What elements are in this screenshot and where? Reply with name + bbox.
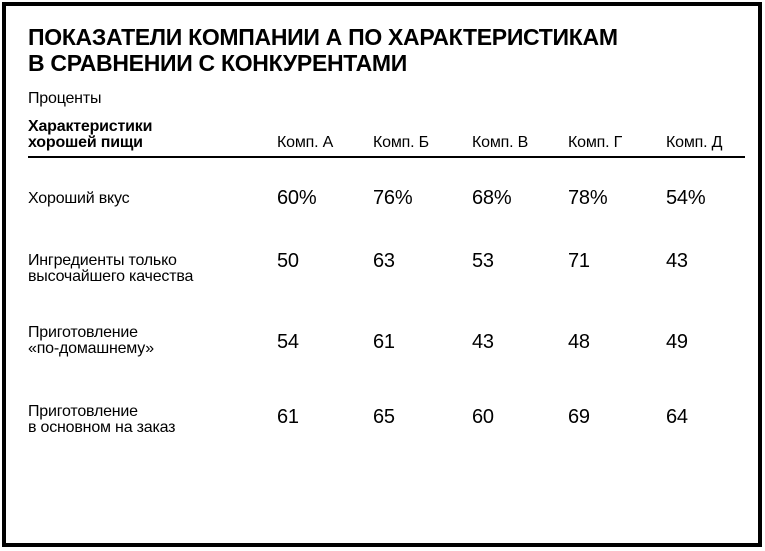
row-label: Приготовление «по-домашнему» bbox=[28, 324, 154, 357]
cell-value: 78% bbox=[568, 187, 608, 209]
cell-value: 48 bbox=[568, 331, 590, 353]
table-header-row: Характеристики хорошей пищи Комп. А Комп… bbox=[28, 111, 745, 158]
column-header-comp-d: Комп. Д bbox=[666, 111, 745, 158]
cell-value: 43 bbox=[472, 331, 494, 353]
cell-value: 69 bbox=[568, 406, 590, 428]
cell-value: 63 bbox=[373, 250, 395, 272]
cell-value: 49 bbox=[666, 331, 688, 353]
row-label: Ингредиенты только высочайшего качества bbox=[28, 252, 194, 285]
cell-value: 60% bbox=[277, 187, 317, 209]
column-header-comp-a: Комп. А bbox=[277, 111, 373, 158]
cell-value: 65 bbox=[373, 406, 395, 428]
table-row: Хороший вкус 60% 76% 68% 78% 54% bbox=[28, 157, 745, 209]
table-row: Ингредиенты только высочайшего качества … bbox=[28, 207, 745, 285]
column-header-comp-g: Комп. Г bbox=[568, 111, 666, 158]
cell-value: 60 bbox=[472, 406, 494, 428]
row-header-label: Характеристики хорошей пищи bbox=[28, 111, 277, 158]
cell-value: 76% bbox=[373, 187, 413, 209]
column-header-comp-v: Комп. В bbox=[472, 111, 568, 158]
table-row: Приготовление в основном на заказ 61 65 … bbox=[28, 357, 745, 436]
comparison-table: Характеристики хорошей пищи Комп. А Комп… bbox=[28, 111, 745, 436]
row-label: Приготовление в основном на заказ bbox=[28, 403, 176, 436]
cell-value: 50 bbox=[277, 250, 299, 272]
units-subtitle: Проценты bbox=[28, 90, 102, 107]
cell-value: 64 bbox=[666, 406, 688, 428]
cell-value: 54 bbox=[277, 331, 299, 353]
column-header-comp-b: Комп. Б bbox=[373, 111, 472, 158]
title-line-1: ПОКАЗАТЕЛИ КОМПАНИИ А ПО ХАРАКТЕРИСТИКАМ bbox=[28, 24, 618, 50]
table-row: Приготовление «по-домашнему» 54 61 43 48… bbox=[28, 285, 745, 357]
cell-value: 71 bbox=[568, 250, 590, 272]
row-header-line-2: хорошей пищи bbox=[28, 134, 143, 151]
cell-value: 68% bbox=[472, 187, 512, 209]
row-label: Хороший вкус bbox=[28, 190, 130, 207]
cell-value: 61 bbox=[277, 406, 299, 428]
page-title: ПОКАЗАТЕЛИ КОМПАНИИ А ПО ХАРАКТЕРИСТИКАМ… bbox=[28, 24, 758, 76]
title-line-2: В СРАВНЕНИИ С КОНКУРЕНТАМИ bbox=[28, 50, 408, 76]
cell-value: 61 bbox=[373, 331, 395, 353]
page-content: ПОКАЗАТЕЛИ КОМПАНИИ А ПО ХАРАКТЕРИСТИКАМ… bbox=[6, 6, 758, 436]
cell-value: 43 bbox=[666, 250, 688, 272]
cell-value: 54% bbox=[666, 187, 706, 209]
cell-value: 53 bbox=[472, 250, 494, 272]
row-header-line-1: Характеристики bbox=[28, 118, 153, 135]
